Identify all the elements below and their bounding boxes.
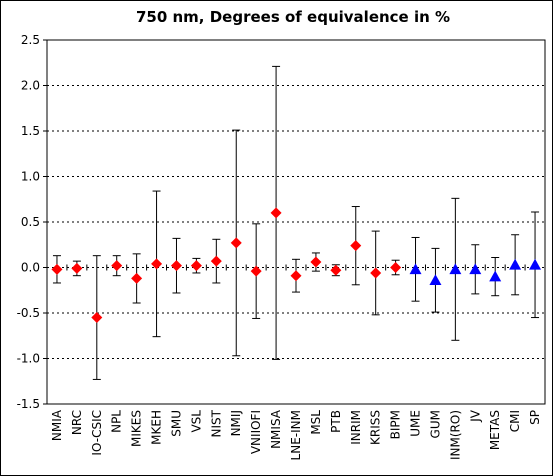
data-point-diamond xyxy=(330,264,342,276)
x-tick-label: MSL xyxy=(309,410,323,435)
x-tick-label: VSL xyxy=(189,410,203,433)
data-point-triangle xyxy=(469,263,482,275)
y-tick-label: 2.5 xyxy=(21,33,40,47)
y-tick-label: -0.5 xyxy=(17,306,40,320)
data-point-diamond xyxy=(230,237,242,249)
x-tick-label: MIKES xyxy=(130,410,144,447)
data-point-triangle xyxy=(409,263,422,275)
y-tick-label: -1.5 xyxy=(17,397,40,411)
data-point-diamond xyxy=(370,267,382,279)
data-point-diamond xyxy=(111,260,123,272)
x-tick-label: VNIIOFI xyxy=(249,410,263,454)
x-tick-label: LNE-INM xyxy=(289,410,303,460)
x-tick-label: KRISS xyxy=(369,410,383,445)
x-tick-label: NMIA xyxy=(50,409,64,441)
data-point-diamond xyxy=(310,256,322,268)
x-tick-label: UME xyxy=(409,410,423,437)
data-point-diamond xyxy=(190,260,202,272)
x-tick-label: BIPM xyxy=(389,410,403,439)
x-tick-label: NPL xyxy=(110,410,124,433)
x-tick-label: INRIM xyxy=(349,410,363,445)
x-tick-label: INM(RO) xyxy=(448,410,462,460)
y-axis-ticks: 2.5 2.0 1.5 1.0 0.5 0.0 -0.5 -1.0 -1.5 xyxy=(17,33,47,411)
data-point-diamond xyxy=(350,240,362,252)
x-tick-label: CMI xyxy=(508,410,522,432)
x-tick-label: METAS xyxy=(488,410,502,450)
data-point-diamond xyxy=(250,265,262,277)
x-tick-label: SP xyxy=(528,410,542,425)
x-tick-label: GUM xyxy=(428,410,442,438)
data-markers xyxy=(51,207,542,324)
y-tick-label: 0.5 xyxy=(21,215,40,229)
x-tick-label: PTB xyxy=(329,410,343,433)
data-point-diamond xyxy=(131,272,143,284)
x-tick-label: JV xyxy=(468,409,482,423)
data-point-triangle xyxy=(529,258,542,270)
chart-title: 750 nm, Degrees of equivalence in % xyxy=(136,8,450,26)
data-point-diamond xyxy=(210,255,222,267)
gridlines xyxy=(47,85,545,359)
y-tick-label: 1.5 xyxy=(21,124,40,138)
x-tick-label: NMISA xyxy=(269,409,283,449)
y-tick-label: 2.0 xyxy=(21,79,40,93)
data-point-diamond xyxy=(71,262,83,274)
x-axis-ticks: NMIA NRC IO-CSIC NPL MIKES MKEH SMU VSL NIST NMIJ… xyxy=(46,264,546,460)
data-point-triangle xyxy=(489,270,502,282)
x-tick-label: NMIJ xyxy=(229,410,243,436)
y-tick-label: -1.0 xyxy=(17,352,40,366)
y-tick-label: 1.0 xyxy=(21,170,40,184)
error-bars xyxy=(52,65,540,380)
data-point-diamond xyxy=(290,270,302,282)
data-point-diamond xyxy=(270,207,282,219)
data-point-diamond xyxy=(151,258,163,270)
x-tick-label: MKEH xyxy=(150,410,164,445)
x-tick-label: NIST xyxy=(209,409,223,437)
data-point-diamond xyxy=(390,262,402,273)
x-tick-label: IO-CSIC xyxy=(90,410,104,456)
plot-area-border xyxy=(46,39,546,405)
x-tick-label: SMU xyxy=(169,410,183,437)
data-point-triangle xyxy=(509,258,522,270)
data-point-triangle xyxy=(429,274,442,286)
data-point-diamond xyxy=(91,312,103,324)
data-point-diamond xyxy=(170,260,182,272)
data-point-triangle xyxy=(449,263,462,275)
x-tick-label: NRC xyxy=(70,410,84,435)
data-point-diamond xyxy=(51,263,63,275)
y-tick-label: 0.0 xyxy=(21,261,40,275)
